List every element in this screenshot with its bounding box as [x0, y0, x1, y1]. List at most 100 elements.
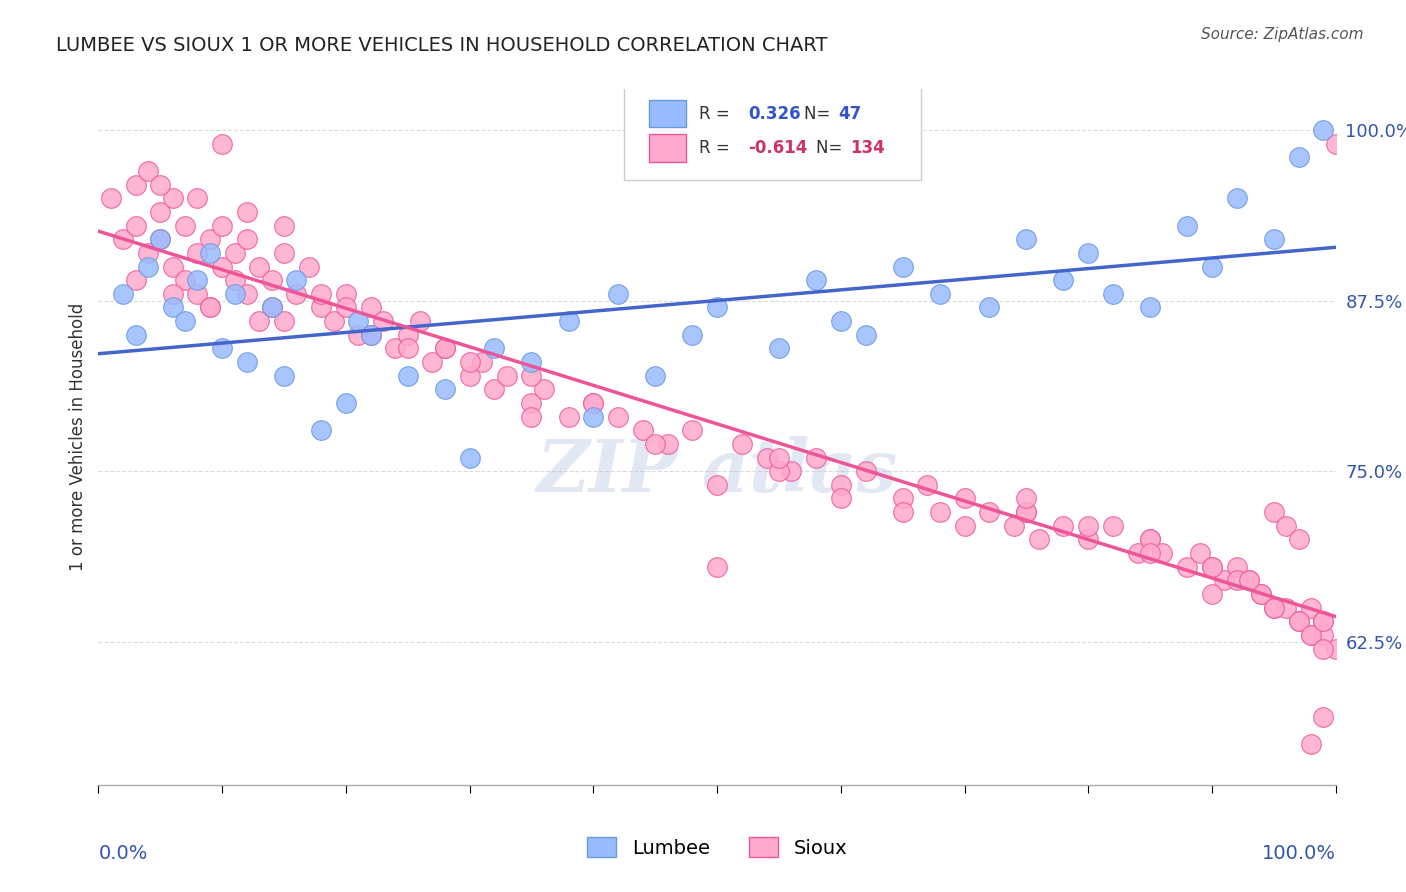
- Point: [149, 232, 172, 246]
- Point: [1250, 587, 1272, 601]
- Point: [830, 491, 852, 506]
- Point: [211, 342, 233, 356]
- Point: [186, 273, 208, 287]
- Point: [582, 396, 605, 410]
- Point: [657, 437, 679, 451]
- Point: [928, 286, 950, 301]
- Point: [1175, 559, 1198, 574]
- Point: [607, 286, 630, 301]
- Text: 0.326: 0.326: [748, 104, 800, 122]
- Point: [1312, 614, 1334, 628]
- Point: [458, 450, 481, 465]
- Point: [804, 450, 827, 465]
- Point: [186, 286, 208, 301]
- Point: [1139, 533, 1161, 547]
- Point: [198, 246, 221, 260]
- Point: [953, 518, 976, 533]
- Point: [100, 191, 122, 205]
- Text: -0.614: -0.614: [748, 139, 807, 157]
- Point: [1237, 574, 1260, 588]
- Point: [1312, 710, 1334, 724]
- Bar: [650, 100, 686, 128]
- Point: [247, 314, 270, 328]
- Point: [706, 478, 728, 492]
- Point: [607, 409, 630, 424]
- Text: R =: R =: [699, 104, 734, 122]
- Point: [335, 396, 357, 410]
- Point: [731, 437, 754, 451]
- Point: [484, 382, 506, 396]
- Point: [112, 286, 135, 301]
- Point: [1312, 614, 1334, 628]
- Point: [162, 191, 184, 205]
- Point: [371, 314, 394, 328]
- Point: [1201, 559, 1223, 574]
- Point: [174, 273, 197, 287]
- Point: [979, 505, 1001, 519]
- Point: [1312, 641, 1334, 656]
- Point: [1299, 628, 1322, 642]
- Point: [891, 260, 914, 274]
- Point: [149, 205, 172, 219]
- Point: [855, 327, 877, 342]
- Point: [1077, 533, 1099, 547]
- Point: [1052, 518, 1074, 533]
- Point: [198, 232, 221, 246]
- Point: [681, 423, 703, 437]
- Point: [471, 355, 494, 369]
- Point: [804, 273, 827, 287]
- Point: [409, 314, 432, 328]
- Point: [1237, 574, 1260, 588]
- Point: [124, 178, 146, 192]
- Point: [236, 205, 259, 219]
- Point: [136, 246, 159, 260]
- Point: [211, 136, 233, 151]
- Point: [384, 342, 406, 356]
- Point: [247, 260, 270, 274]
- Point: [1028, 533, 1050, 547]
- Point: [285, 273, 308, 287]
- Point: [1015, 232, 1038, 246]
- Text: 100.0%: 100.0%: [1261, 844, 1336, 863]
- Point: [149, 178, 172, 192]
- Point: [112, 232, 135, 246]
- Point: [1299, 600, 1322, 615]
- Point: [1226, 191, 1249, 205]
- Point: [211, 219, 233, 233]
- Text: 0.0%: 0.0%: [98, 844, 148, 863]
- Point: [520, 368, 543, 383]
- Point: [224, 246, 246, 260]
- Point: [855, 464, 877, 478]
- Point: [198, 301, 221, 315]
- Point: [149, 232, 172, 246]
- Point: [433, 382, 456, 396]
- Point: [260, 301, 283, 315]
- Point: [422, 355, 444, 369]
- Text: 134: 134: [851, 139, 886, 157]
- Point: [644, 368, 666, 383]
- Point: [347, 314, 370, 328]
- Point: [433, 342, 456, 356]
- Point: [433, 342, 456, 356]
- Point: [1288, 150, 1310, 164]
- Point: [1226, 559, 1249, 574]
- Bar: [650, 135, 686, 162]
- Point: [1324, 641, 1347, 656]
- Point: [768, 464, 790, 478]
- Point: [1201, 587, 1223, 601]
- Point: [520, 355, 543, 369]
- Point: [557, 314, 579, 328]
- Point: [1312, 628, 1334, 642]
- Point: [458, 355, 481, 369]
- Point: [1263, 600, 1285, 615]
- Point: [260, 273, 283, 287]
- Point: [236, 232, 259, 246]
- Point: [186, 191, 208, 205]
- Point: [1188, 546, 1211, 560]
- Point: [1002, 518, 1025, 533]
- Point: [1015, 491, 1038, 506]
- Point: [891, 505, 914, 519]
- Point: [644, 437, 666, 451]
- Point: [396, 368, 419, 383]
- Point: [830, 314, 852, 328]
